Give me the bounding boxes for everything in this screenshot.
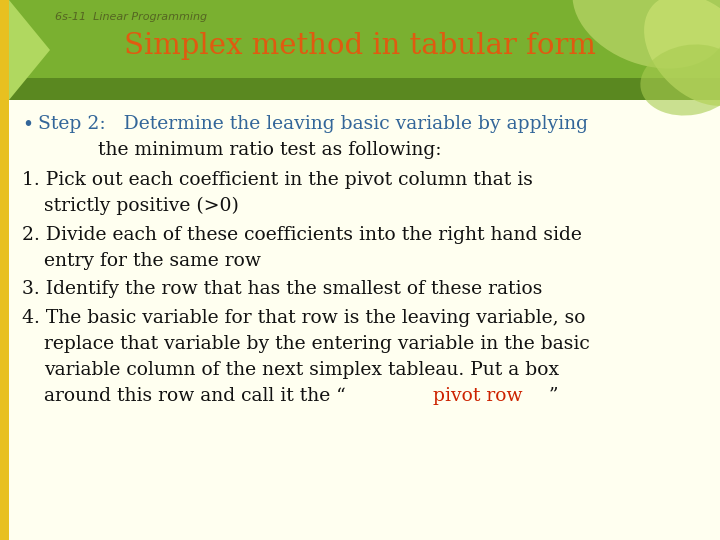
Ellipse shape bbox=[640, 44, 720, 116]
Text: 2. Divide each of these coefficients into the right hand side: 2. Divide each of these coefficients int… bbox=[22, 226, 582, 244]
Bar bbox=[0, 0, 9, 540]
Bar bbox=[0, 0, 720, 100]
Text: 4. The basic variable for that row is the leaving variable, so: 4. The basic variable for that row is th… bbox=[22, 309, 585, 327]
Text: around this row and call it the “: around this row and call it the “ bbox=[44, 387, 346, 404]
Text: ”: ” bbox=[549, 387, 558, 404]
Text: Simplex method in tabular form: Simplex method in tabular form bbox=[124, 32, 596, 60]
Text: 6s-11  Linear Programming: 6s-11 Linear Programming bbox=[55, 12, 207, 22]
Text: the minimum ratio test as following:: the minimum ratio test as following: bbox=[98, 141, 441, 159]
Text: •: • bbox=[22, 115, 33, 134]
Text: strictly positive (>0): strictly positive (>0) bbox=[44, 197, 239, 215]
Text: variable column of the next simplex tableau. Put a box: variable column of the next simplex tabl… bbox=[44, 361, 559, 379]
Text: Step 2:   Determine the leaving basic variable by applying: Step 2: Determine the leaving basic vari… bbox=[38, 115, 588, 133]
Text: pivot row: pivot row bbox=[433, 387, 523, 404]
Text: replace that variable by the entering variable in the basic: replace that variable by the entering va… bbox=[44, 335, 590, 353]
Bar bbox=[0, 78, 720, 100]
Polygon shape bbox=[9, 0, 50, 100]
Text: entry for the same row: entry for the same row bbox=[44, 252, 261, 269]
Ellipse shape bbox=[644, 0, 720, 106]
Ellipse shape bbox=[572, 0, 720, 69]
Text: 3. Identify the row that has the smallest of these ratios: 3. Identify the row that has the smalles… bbox=[22, 280, 542, 298]
Text: 1. Pick out each coefficient in the pivot column that is: 1. Pick out each coefficient in the pivo… bbox=[22, 171, 533, 189]
